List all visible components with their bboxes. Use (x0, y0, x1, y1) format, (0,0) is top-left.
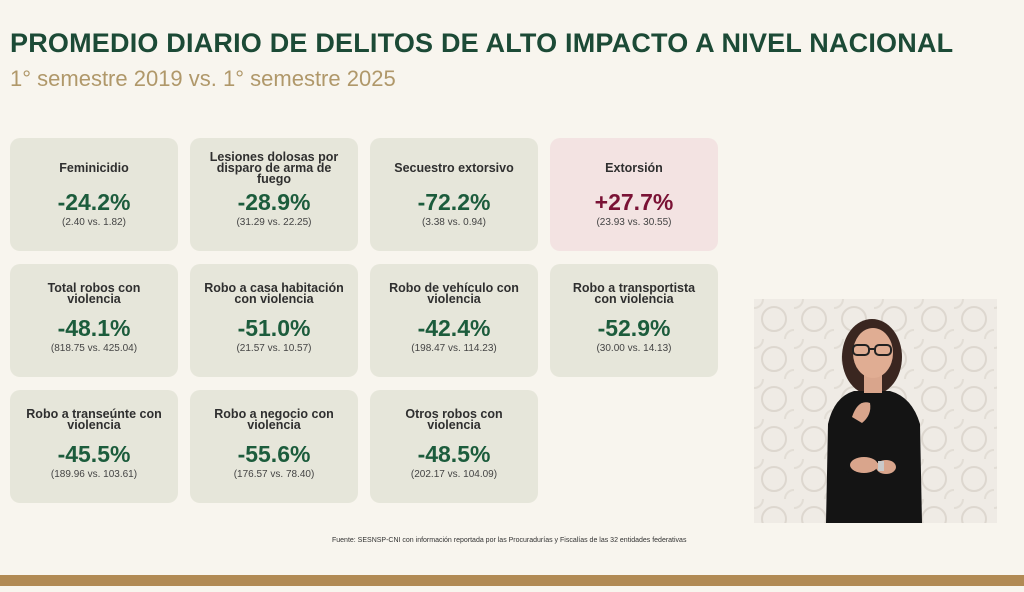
stat-card-percent: +27.7% (594, 189, 674, 215)
stat-card-percent: -42.4% (417, 315, 491, 341)
stat-card-label: Feminicidio (59, 160, 129, 175)
stat-card-extorsion: Extorsión +27.7% (23.93 vs. 30.55) (550, 138, 718, 251)
stat-card-total-robos: Total robos con violencia -48.1% (818.75… (10, 264, 178, 377)
stat-card-comparison: (31.29 vs. 22.25) (236, 217, 312, 228)
stat-card-percent: -48.1% (57, 315, 131, 341)
stats-grid: Feminicidio -24.2% (2.40 vs. 1.82) Lesio… (10, 138, 718, 503)
stat-card-label: Robo de vehículo con violencia (389, 281, 519, 306)
sign-language-interpreter-video (754, 299, 997, 523)
stat-card-comparison: (818.75 vs. 425.04) (50, 343, 138, 354)
stat-card-label: Otros robos con violencia (405, 407, 503, 432)
stat-card-percent: -51.0% (237, 315, 311, 341)
stat-card-label: Robo a transportista con violencia (572, 281, 696, 306)
stat-card-comparison: (2.40 vs. 1.82) (62, 217, 126, 228)
page-title: PROMEDIO DIARIO DE DELITOS DE ALTO IMPAC… (10, 28, 954, 58)
stat-card-comparison: (21.57 vs. 10.57) (236, 343, 312, 354)
stat-card-comparison: (176.57 vs. 78.40) (233, 469, 315, 480)
stat-card-percent: -48.5% (417, 441, 491, 467)
stat-card-percent: -28.9% (237, 189, 311, 215)
page-subtitle: 1° semestre 2019 vs. 1° semestre 2025 (10, 66, 396, 91)
stat-card-comparison: (202.17 vs. 104.09) (410, 469, 498, 480)
stat-card-label: Total robos con violencia (47, 281, 141, 306)
stat-card-percent: -45.5% (57, 441, 131, 467)
stat-card-percent: -24.2% (57, 189, 131, 215)
stat-card-label: Robo a transeúnte con violencia (26, 407, 162, 432)
stat-card-robo-casa: Robo a casa habitación con violencia -51… (190, 264, 358, 377)
stat-card-comparison: (30.00 vs. 14.13) (596, 343, 672, 354)
stat-card-robo-transeunte: Robo a transeúnte con violencia -45.5% (… (10, 390, 178, 503)
interpreter-image (754, 299, 997, 523)
stat-card-comparison: (23.93 vs. 30.55) (596, 217, 672, 228)
stat-card-robo-transportista: Robo a transportista con violencia -52.9… (550, 264, 718, 377)
stat-card-percent: -72.2% (417, 189, 491, 215)
stat-card-lesiones-dolosas: Lesiones dolosas por disparo de arma de … (190, 138, 358, 251)
stat-card-feminicidio: Feminicidio -24.2% (2.40 vs. 1.82) (10, 138, 178, 251)
stat-card-label: Lesiones dolosas por disparo de arma de … (209, 149, 339, 186)
source-note: Fuente: SESNSP-CNI con información repor… (332, 537, 687, 544)
stat-card-comparison: (198.47 vs. 114.23) (411, 343, 497, 354)
stat-card-label: Robo a casa habitación con violencia (204, 281, 344, 306)
stat-card-percent: -55.6% (237, 441, 311, 467)
stat-card-label: Extorsión (605, 160, 663, 175)
stat-card-robo-vehiculo: Robo de vehículo con violencia -42.4% (1… (370, 264, 538, 377)
bottom-band (0, 575, 1024, 586)
stat-card-label: Robo a negocio con violencia (214, 407, 334, 432)
stat-card-label: Secuestro extorsivo (394, 160, 514, 175)
stat-card-comparison: (189.96 vs. 103.61) (50, 469, 138, 480)
stat-card-percent: -52.9% (597, 315, 671, 341)
stat-card-comparison: (3.38 vs. 0.94) (422, 217, 486, 228)
stat-card-otros-robos: Otros robos con violencia -48.5% (202.17… (370, 390, 538, 503)
stat-card-secuestro-extorsivo: Secuestro extorsivo -72.2% (3.38 vs. 0.9… (370, 138, 538, 251)
stat-card-robo-negocio: Robo a negocio con violencia -55.6% (176… (190, 390, 358, 503)
